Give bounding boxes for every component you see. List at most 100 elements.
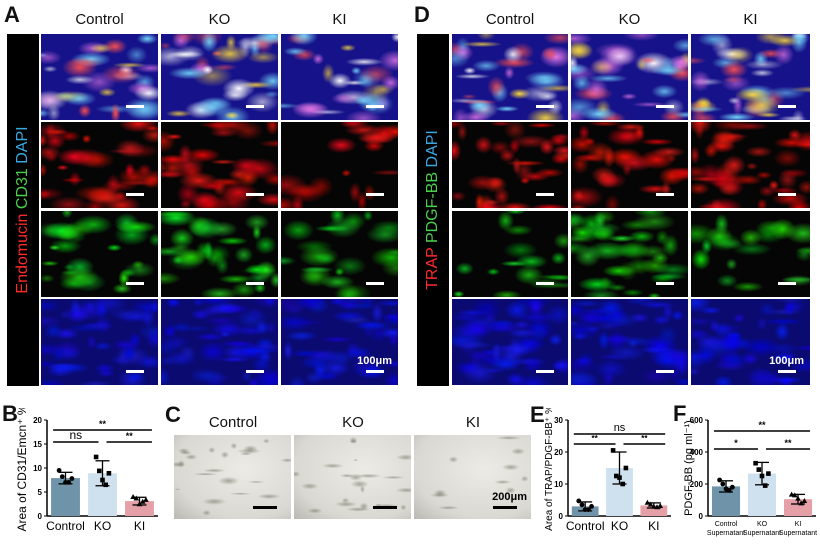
panel-a-image-r1-c1 [41,34,158,120]
svg-text:10: 10 [33,464,42,473]
panel-letter-e: E [530,402,545,427]
scale-bar [656,370,674,373]
panel-a-col-ki: KI [332,11,347,28]
svg-text:Area of TRAP/PDGF-BB⁺ %: Area of TRAP/PDGF-BB⁺ % [544,408,555,531]
svg-text:**: ** [641,434,648,443]
panel-d-image-r3-c1 [452,211,568,297]
svg-text:0: 0 [559,512,564,521]
svg-text:15: 15 [33,440,42,449]
scale-bar [536,282,554,285]
chart-b-cd31-emcn-area: 0 5 10 15 20 Area of CD31/Emcn⁺ % Control KO KI n… [14,404,164,540]
panel-d-image-r2-c1 [452,122,568,208]
chart-f-pdgf-bb-concentration: 0 200 400 600 PDGF-BB (pg ml⁻¹) Control Supern… [680,408,820,540]
stain-pdgf-bb: PDGF-BB [424,171,441,248]
scale-bar [253,506,277,509]
panel-d-image-r1-c1 [452,34,568,120]
scale-bar [366,105,384,108]
panel-d-image-r4-c1 [452,299,568,385]
svg-text:400: 400 [690,448,704,457]
scale-bar [373,506,397,509]
panel-c-col-ko: KO [342,414,364,431]
panel-d-image-r1-c3 [691,34,810,120]
svg-text:0: 0 [699,512,704,521]
panel-d-image-r3-c2 [571,211,688,297]
svg-text:KI: KI [648,519,659,533]
svg-text:**: ** [99,419,107,429]
scale-bar [536,370,554,373]
panel-letter-d: D [414,2,430,27]
scale-bar [778,370,796,373]
panel-c-col-control: Control [208,414,258,431]
panel-d-col-control: Control [485,11,535,28]
scale-bar-label: 200μm [492,491,527,503]
panel-a-image-r3-c2 [161,211,278,297]
scale-bar [246,193,264,196]
scale-bar [778,282,796,285]
panel-d-col-ko: KO [618,11,641,28]
scale-bar [656,105,674,108]
svg-text:Control: Control [566,519,605,533]
panel-a-col-ko: KO [208,11,231,28]
svg-text:200: 200 [690,480,704,489]
stain-dapi: DAPI [14,126,31,169]
svg-text:0: 0 [38,512,43,521]
svg-text:KI: KI [795,521,802,528]
svg-text:PDGF-BB (pg ml⁻¹): PDGF-BB (pg ml⁻¹) [683,420,695,516]
scale-bar [778,193,796,196]
panel-a-image-r3-c3 [281,211,398,297]
stain-endomucin: Endomucin [14,213,31,294]
panel-c-brightfield-control [174,435,291,519]
svg-text:*: * [734,438,738,448]
scale-bar [656,282,674,285]
svg-text:**: ** [758,420,766,430]
scale-bar [493,506,517,509]
svg-text:KO: KO [757,521,768,528]
panel-d-image-r2-c2 [571,122,688,208]
chart-e-trap-pdgf-area: 0 10 20 30 Area of TRAP/PDGF-BB⁺ % Control KO K… [540,405,675,540]
svg-text:600: 600 [690,416,704,425]
scale-bar [126,282,144,285]
svg-text:ns: ns [614,422,626,434]
panel-c-brightfield-ki: 200μm [414,435,531,519]
panel-d-image-r1-c2 [571,34,688,120]
scale-bar [366,193,384,196]
svg-text:**: ** [785,438,793,448]
panel-a-image-r1-c3 [281,34,398,120]
panel-letter-f: F [673,401,687,426]
panel-c-brightfield-ko [294,435,411,519]
svg-text:KO: KO [611,519,628,533]
svg-text:Supernatant: Supernatant [779,530,817,537]
svg-text:**: ** [126,431,134,441]
svg-text:**: ** [592,434,599,443]
panel-a-stain-label: Endomucin CD31 DAPI [14,126,32,293]
panel-a-image-r3-c1 [41,211,158,297]
svg-text:Control: Control [715,521,738,528]
scale-bar-label: 100μm [357,355,392,367]
panel-d-stain-label: TRAP PDGF-BB DAPI [424,130,442,290]
scale-bar [126,105,144,108]
panel-a-image-r4-c1 [41,299,158,385]
scale-bar [246,370,264,373]
scale-bar-label: 100μm [769,355,804,367]
svg-text:Control: Control [46,519,85,533]
svg-text:30: 30 [554,416,563,425]
panel-a-image-r4-c2 [161,299,278,385]
panel-a-image-r2-c1 [41,122,158,208]
svg-text:20: 20 [33,416,42,425]
panel-letter-b: B [2,401,18,426]
panel-a-image-r2-c3 [281,122,398,208]
panel-a-image-r1-c2 [161,34,278,120]
panel-a-col-control: Control [75,11,124,28]
stain-cd31: CD31 [14,168,31,214]
svg-text:ns: ns [69,428,82,442]
svg-text:10: 10 [554,480,563,489]
scale-bar [126,370,144,373]
scale-bar [536,105,554,108]
scale-bar [366,370,384,373]
panel-d-stain-label-column: TRAP PDGF-BB DAPI [417,34,449,386]
panel-a-image-r2-c2 [161,122,278,208]
panel-a-stain-label-column: Endomucin CD31 DAPI [7,34,39,386]
scale-bar [246,282,264,285]
